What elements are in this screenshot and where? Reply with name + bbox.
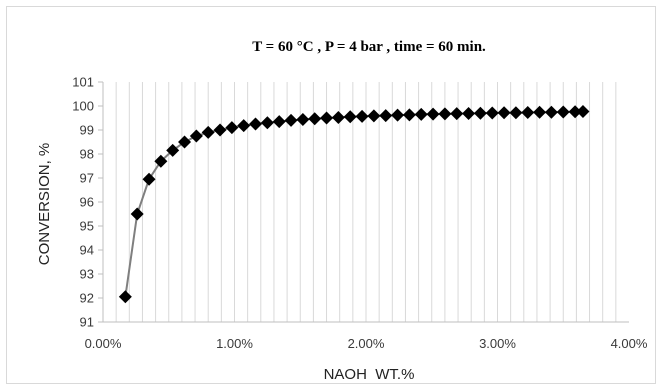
data-point [509,106,523,120]
data-point [450,107,464,121]
y-tick-label: 93 [80,267,94,282]
y-tick-labels: 91 92 93 94 95 96 97 98 99 100 101 [72,75,94,330]
data-point [249,117,263,131]
conversion-chart: T = 60 °C , P = 4 bar , time = 60 min. 9… [36,39,648,383]
data-point [497,106,511,120]
data-point [343,110,357,124]
y-tick-label: 95 [80,219,94,234]
y-tick-label: 98 [80,147,94,162]
data-point [544,105,558,119]
chart-frame: T = 60 °C , P = 4 bar , time = 60 min. 9… [6,6,656,384]
y-tick-label: 94 [80,243,94,258]
data-point [355,109,369,123]
y-tick-label: 97 [80,171,94,186]
data-point [367,109,381,123]
x-tick-label: 3.00% [479,336,516,351]
data-point [485,106,499,120]
data-point [154,154,168,168]
x-tick-label: 0.00% [85,336,122,351]
data-point [284,113,298,127]
data-point [414,107,428,121]
y-tick-label: 91 [80,315,94,330]
data-point [118,290,132,304]
data-point [426,107,440,121]
data-point [438,107,452,121]
data-point [166,143,180,157]
data-point [402,108,416,122]
data-point [213,123,227,137]
x-tick-label: 2.00% [348,336,385,351]
data-point [521,105,535,119]
data-point [556,105,570,119]
x-tick-label: 1.00% [216,336,253,351]
y-tick-label: 99 [80,123,94,138]
data-point [391,108,405,122]
data-point [201,125,215,139]
gridlines [115,82,617,322]
data-point [142,172,156,186]
y-tick-label: 101 [72,75,94,90]
data-point [379,109,393,123]
data-series [118,105,590,304]
data-point [237,119,251,133]
data-point [225,121,239,135]
data-point [576,105,590,119]
y-tick-label: 100 [72,99,94,114]
data-point [331,111,345,125]
data-point [189,129,203,143]
y-axis-label: CONVERSION, % [36,143,53,266]
data-point [462,106,476,120]
x-tick-label: 4.00% [611,336,648,351]
data-point [320,111,334,125]
data-point [178,135,192,149]
data-point [308,112,322,126]
y-tick-label: 92 [80,291,94,306]
data-point [473,106,487,120]
data-point [296,112,310,126]
x-axis-label: NAOH WT.% [324,366,415,383]
data-point [568,105,582,119]
axes [98,81,629,323]
data-point [130,207,144,221]
data-point [533,105,547,119]
chart-title: T = 60 °C , P = 4 bar , time = 60 min. [252,39,486,55]
data-point [272,115,286,129]
y-tick-label: 96 [80,195,94,210]
data-point [260,116,274,130]
x-tick-labels: 0.00% 1.00% 2.00% 3.00% 4.00% [85,336,648,351]
